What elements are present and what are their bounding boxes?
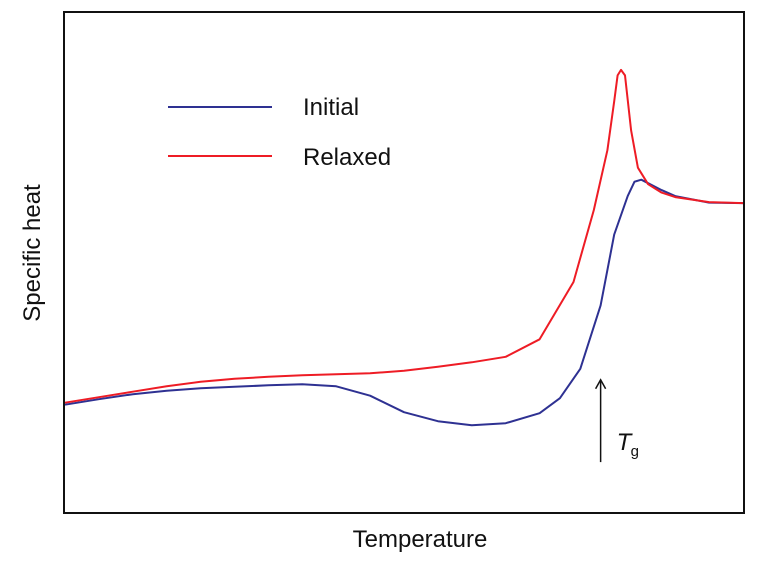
- y-axis-label: Specific heat: [19, 184, 46, 322]
- tg-label: T: [617, 429, 634, 456]
- series-layer: [64, 68, 744, 427]
- x-axis-label: Temperature: [353, 526, 488, 553]
- tg-arrow-head: [594, 378, 607, 390]
- plot-frame: [63, 11, 745, 514]
- legend: Initial Relaxed: [168, 94, 391, 171]
- tg-annotation: T g: [594, 378, 639, 463]
- legend-label-relaxed: Relaxed: [303, 144, 391, 171]
- tg-label-subscript: g: [631, 443, 639, 460]
- legend-label-initial: Initial: [303, 94, 359, 121]
- series-line-initial: [64, 178, 744, 427]
- series-line-relaxed: [64, 68, 744, 404]
